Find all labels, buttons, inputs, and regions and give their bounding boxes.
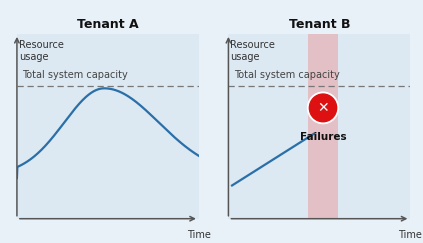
Text: Time: Time <box>398 230 422 240</box>
Title: Tenant A: Tenant A <box>77 18 139 31</box>
Bar <box>308 34 338 219</box>
Text: Total system capacity: Total system capacity <box>234 70 340 80</box>
Title: Tenant B: Tenant B <box>288 18 350 31</box>
Text: ✕: ✕ <box>317 101 329 115</box>
Circle shape <box>308 92 338 124</box>
Text: Time: Time <box>187 230 211 240</box>
Text: Failures: Failures <box>299 132 346 142</box>
Text: Resource
usage: Resource usage <box>19 40 63 62</box>
Circle shape <box>309 94 337 122</box>
Text: Total system capacity: Total system capacity <box>22 70 128 80</box>
Text: Resource
usage: Resource usage <box>230 40 275 62</box>
